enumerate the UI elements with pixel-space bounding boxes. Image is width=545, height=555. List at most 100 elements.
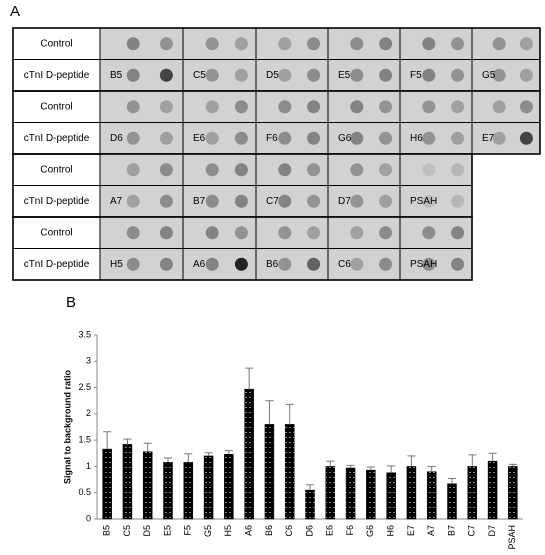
bar (325, 466, 336, 520)
blot-dot (379, 68, 393, 82)
blot-dot (379, 100, 393, 114)
bar (183, 461, 194, 520)
bar (102, 448, 112, 520)
blot-label: D7 (338, 196, 351, 207)
blot-dot (278, 100, 292, 114)
x-tick-label: C5 (122, 525, 132, 537)
bar (366, 469, 376, 520)
y-tick-label: 3.5 (78, 329, 91, 339)
bar (467, 466, 478, 520)
blot-label: C5 (193, 70, 206, 81)
blot-label: E6 (193, 133, 206, 144)
blot-dot (307, 131, 321, 145)
x-tick-label: B5 (102, 525, 112, 536)
blot-dot (350, 163, 364, 177)
blot-dot (278, 37, 292, 51)
blot-dot (379, 37, 393, 51)
blot-dot (307, 226, 321, 240)
blot-dot (126, 100, 140, 114)
x-tick-label: G6 (365, 525, 375, 537)
blot-dot (234, 163, 248, 177)
blot-dot (307, 100, 321, 114)
blot-dot (422, 68, 436, 82)
blot-dot (451, 163, 465, 177)
bar (142, 451, 153, 520)
blot-label: H6 (410, 133, 423, 144)
bar (508, 466, 518, 520)
blot-label: B5 (110, 70, 123, 81)
blot-dot (205, 37, 219, 51)
blot-dot (234, 100, 248, 114)
blot-dot (350, 68, 364, 82)
blot-dot (422, 194, 436, 208)
blot-dot (350, 131, 364, 145)
x-tick-label: E7 (406, 525, 416, 536)
blot-label: E5 (338, 70, 351, 81)
group-border (12, 216, 473, 281)
blot-dot (451, 68, 465, 82)
y-tick-label: 2 (86, 408, 91, 418)
blot-dot (350, 226, 364, 240)
blot-label: B7 (193, 196, 206, 207)
blot-dot (350, 194, 364, 208)
blot-dot (234, 226, 248, 240)
blot-dot (307, 37, 321, 51)
blot-label: F6 (266, 133, 278, 144)
blot-dot (379, 257, 393, 271)
x-tick-label: G5 (203, 525, 213, 537)
blot-dot (422, 131, 436, 145)
row-label: Control (40, 164, 72, 175)
blot-label: G5 (482, 70, 496, 81)
blot-dot (234, 131, 248, 145)
y-tick-label: 1 (86, 461, 91, 471)
bar (163, 461, 173, 520)
blot-dot (422, 257, 436, 271)
bar (264, 424, 275, 520)
blot-dot (234, 68, 248, 82)
y-tick-label: 2.5 (78, 382, 91, 392)
blot-dot (205, 131, 219, 145)
blot-dot (519, 131, 533, 145)
row-label: Control (40, 38, 72, 49)
row-label: cTnI D-peptide (24, 70, 90, 81)
blot-dot (159, 37, 173, 51)
x-tick-label: F6 (345, 525, 355, 536)
blot-dot (422, 100, 436, 114)
bar (487, 460, 498, 520)
blot-dot (278, 131, 292, 145)
blot-dot (519, 100, 533, 114)
blot-label: PSAH (410, 259, 437, 270)
blot-dot (205, 257, 219, 271)
blot-dot (234, 37, 248, 51)
row-label: Control (40, 101, 72, 112)
blot-dot (492, 100, 506, 114)
blot-dot (278, 226, 292, 240)
blot-dot (379, 163, 393, 177)
blot-dot (451, 100, 465, 114)
blot-dot (126, 257, 140, 271)
row-label: cTnI D-peptide (24, 133, 90, 144)
blot-dot (451, 131, 465, 145)
x-tick-label: H6 (386, 525, 396, 537)
blot-dot (278, 68, 292, 82)
bar (284, 424, 295, 520)
blot-dot (126, 131, 140, 145)
blot-dot (519, 68, 533, 82)
blot-dot (519, 37, 533, 51)
y-tick-label: 0 (86, 513, 91, 523)
blot-dot (234, 194, 248, 208)
x-tick-label: E5 (162, 525, 172, 536)
blot-dot (350, 37, 364, 51)
blot-dot (379, 226, 393, 240)
x-tick-label: PSAH (507, 525, 517, 550)
x-tick-label: A7 (426, 525, 436, 536)
bar (406, 466, 417, 520)
y-axis-title: Signal to background ratio (62, 369, 72, 484)
blot-dot (126, 37, 140, 51)
blot-dot (159, 68, 173, 82)
blot-dot (278, 163, 292, 177)
blot-dot (159, 194, 173, 208)
x-tick-label: A6 (244, 525, 254, 536)
blot-dot (159, 257, 173, 271)
blot-dot (307, 163, 321, 177)
